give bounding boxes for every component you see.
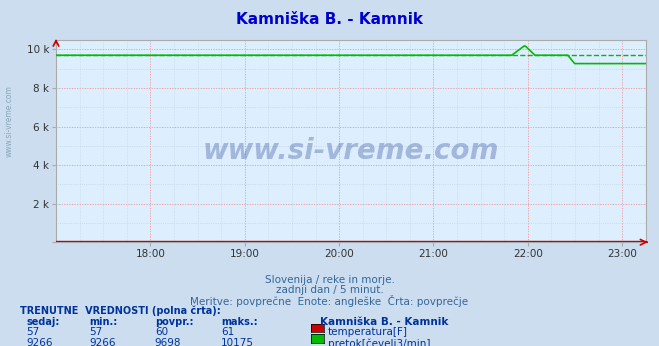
Text: 9266: 9266 [26, 338, 53, 346]
Text: Kamniška B. - Kamnik: Kamniška B. - Kamnik [236, 12, 423, 27]
Text: min.:: min.: [89, 317, 117, 327]
Text: povpr.:: povpr.: [155, 317, 193, 327]
Text: Kamniška B. - Kamnik: Kamniška B. - Kamnik [320, 317, 448, 327]
Text: TRENUTNE  VREDNOSTI (polna črta):: TRENUTNE VREDNOSTI (polna črta): [20, 305, 221, 316]
Text: 9266: 9266 [89, 338, 115, 346]
Text: sedaj:: sedaj: [26, 317, 60, 327]
Text: pretok[čevelj3/min]: pretok[čevelj3/min] [328, 338, 431, 346]
Text: temperatura[F]: temperatura[F] [328, 327, 408, 337]
Text: 61: 61 [221, 327, 234, 337]
Text: 57: 57 [26, 327, 40, 337]
Text: 10175: 10175 [221, 338, 254, 346]
Text: maks.:: maks.: [221, 317, 258, 327]
Text: www.si-vreme.com: www.si-vreme.com [203, 137, 499, 165]
Text: 60: 60 [155, 327, 168, 337]
Text: Slovenija / reke in morje.: Slovenija / reke in morje. [264, 275, 395, 285]
Text: 9698: 9698 [155, 338, 181, 346]
Text: Meritve: povprečne  Enote: angleške  Črta: povprečje: Meritve: povprečne Enote: angleške Črta:… [190, 295, 469, 307]
Text: 57: 57 [89, 327, 102, 337]
Text: www.si-vreme.com: www.si-vreme.com [5, 85, 14, 157]
Text: zadnji dan / 5 minut.: zadnji dan / 5 minut. [275, 285, 384, 295]
